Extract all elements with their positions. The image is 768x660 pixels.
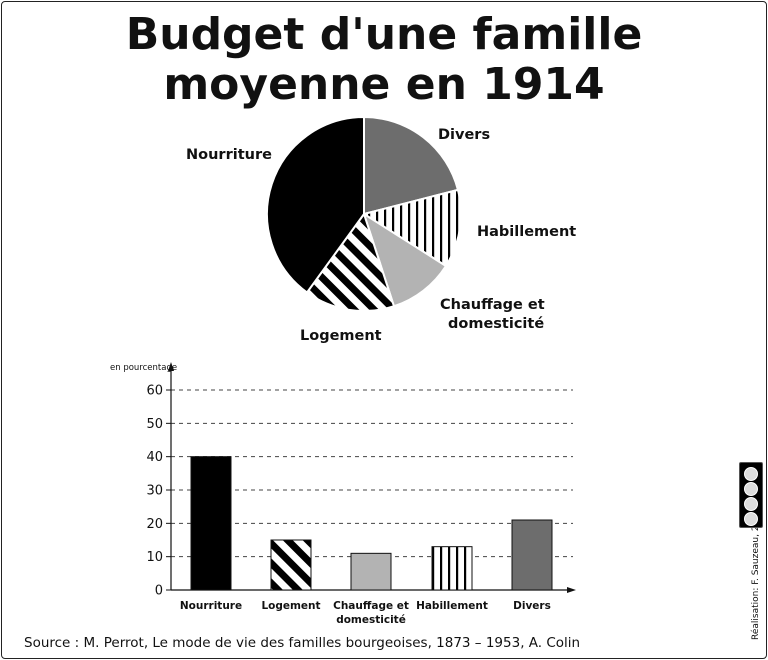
y-tick-label: 0 (155, 584, 163, 599)
pie-slice-chauffage-et-domesticite (362, 211, 448, 308)
x-axis-arrow (567, 587, 576, 593)
pie-slice-logement (305, 211, 396, 312)
bar-chauffage-et-domesticite (350, 552, 392, 591)
cc-license-badge-icon (739, 462, 763, 528)
cc-icon (744, 467, 758, 481)
pie-chart: Divers Habillement Chauffage et domesticité… (186, 115, 576, 344)
pie-slice-habillement (361, 188, 462, 268)
pie-label-divers: Divers (438, 127, 490, 143)
bar-nourriture (190, 456, 232, 591)
nc-icon (744, 497, 758, 511)
source-note: Source : M. Perrot, Le mode de vie des f… (24, 635, 581, 651)
x-category-label: Divers (513, 600, 551, 612)
y-tick-label: 10 (146, 550, 163, 565)
y-tick-label: 40 (146, 450, 163, 465)
title-line-1: Budget d'une famille (125, 9, 643, 60)
x-category-label: Nourriture (180, 600, 242, 612)
pie-label-nourriture: Nourriture (186, 147, 272, 163)
y-axis-arrow (168, 362, 174, 371)
pie-label-chauffage-et-domesticite: Chauffage et domesticité (440, 297, 545, 332)
pie-label-habillement: Habillement (477, 224, 576, 240)
x-category-label: Chauffage et domesticité (333, 600, 409, 626)
sa-icon (744, 512, 758, 526)
y-axis-label: en pourcentage (110, 363, 177, 373)
x-category-label: Habillement (416, 600, 488, 612)
pie-slice-divers (363, 115, 460, 216)
pie-slice-nourriture (266, 115, 365, 294)
bar-divers (511, 519, 553, 591)
bar-chart: en pourcentage 0 10 20 30 40 50 60 Nourriture Log… (110, 362, 576, 626)
bar-habillement (431, 546, 473, 591)
author-credit: Réalisation: F. Sauzeau, 2019 (751, 508, 761, 640)
y-tick-label: 60 (146, 384, 163, 399)
y-tick-label: 20 (146, 517, 163, 532)
by-icon (744, 482, 758, 496)
y-tick-label: 30 (146, 484, 163, 499)
title-line-2: moyenne en 1914 (163, 59, 605, 110)
x-category-label: Logement (261, 600, 320, 612)
bar-logement (270, 539, 312, 591)
chart-title: Budget d'une famille moyenne en 1914 (0, 10, 768, 110)
y-tick-label: 50 (146, 417, 163, 432)
pie-label-logement: Logement (300, 328, 382, 344)
